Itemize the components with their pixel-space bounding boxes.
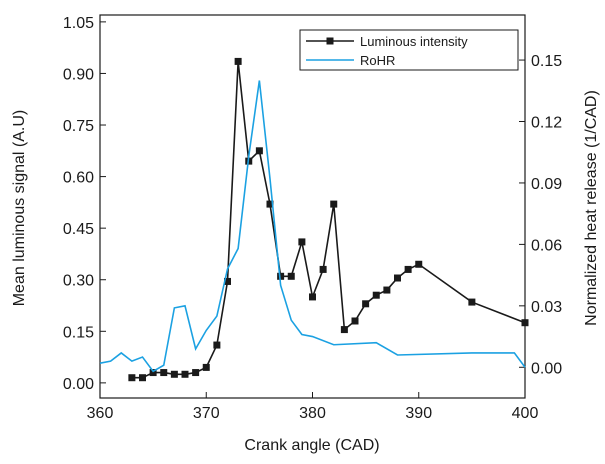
marker [287, 272, 295, 280]
plot-frame [99, 14, 526, 399]
y2-tick-label: 0.00 [531, 360, 562, 377]
marker [415, 260, 423, 268]
y-tick-label: 0.00 [63, 376, 94, 393]
x-axis-label: Crank angle (CAD) [244, 437, 379, 454]
y-tick-label: 0.30 [63, 273, 94, 290]
marker [309, 293, 316, 301]
x-tick-label: 380 [299, 405, 326, 422]
marker [351, 317, 359, 325]
marker [170, 370, 178, 378]
y2-tick-label: 0.15 [531, 53, 562, 70]
marker [362, 300, 370, 308]
marker [394, 274, 401, 282]
marker [149, 369, 157, 377]
y-axis-label: Mean luminous signal (A.U) [11, 110, 28, 307]
marker [298, 238, 306, 246]
y-tick-label: 0.90 [63, 66, 94, 83]
legend-marker [326, 37, 334, 45]
y2-tick-label: 0.03 [531, 299, 562, 316]
marker [319, 265, 327, 273]
marker [330, 200, 338, 208]
marker [521, 319, 529, 327]
legend-box [299, 29, 519, 71]
y-tick-label: 1.05 [63, 15, 94, 32]
marker [128, 374, 136, 382]
x-tick-label: 360 [87, 405, 114, 422]
x-tick-label: 390 [405, 405, 432, 422]
y-tick-label: 0.60 [63, 170, 94, 187]
y2-tick-label: 0.12 [531, 115, 562, 132]
marker [372, 291, 380, 299]
marker [202, 363, 210, 371]
marker [224, 277, 231, 285]
y2-tick-label: 0.09 [531, 176, 562, 193]
x-tick-label: 370 [193, 405, 220, 422]
y-tick-label: 0.45 [63, 221, 94, 238]
y2-tick-label: 0.06 [531, 237, 562, 254]
marker [181, 370, 189, 378]
legend-label: RoHR [360, 53, 395, 68]
marker [213, 341, 221, 349]
series-line [99, 80, 526, 373]
marker [404, 265, 412, 273]
marker [234, 57, 242, 65]
marker [468, 298, 476, 306]
y2-axis-label: Normalized heat release (1/CAD) [583, 90, 600, 326]
y-tick-label: 0.15 [63, 324, 94, 341]
marker [383, 286, 391, 294]
y-tick-label: 0.75 [63, 118, 94, 135]
marker [192, 369, 200, 377]
marker [139, 374, 146, 382]
marker [255, 147, 263, 155]
x-tick-label: 400 [512, 405, 539, 422]
legend-label: Luminous intensity [360, 34, 468, 49]
marker [340, 326, 348, 334]
marker [160, 369, 168, 377]
marker [266, 200, 274, 208]
marker [277, 272, 285, 280]
